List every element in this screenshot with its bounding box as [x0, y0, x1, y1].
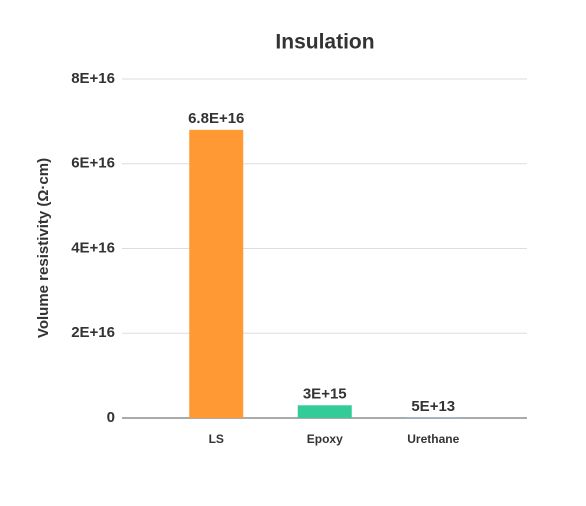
y-tick-label: 0 — [107, 409, 115, 426]
x-tick-label: LS — [209, 432, 224, 446]
y-tick-label: 8E+16 — [71, 70, 115, 87]
value-label: 3E+15 — [303, 385, 347, 402]
bar — [297, 405, 352, 418]
y-tick-label: 6E+16 — [71, 155, 115, 172]
bar — [189, 129, 244, 418]
x-tick-label: Epoxy — [307, 432, 343, 446]
value-label: 5E+13 — [411, 398, 455, 415]
y-axis-label: Volume resistivity (Ω·cm) — [35, 158, 52, 338]
y-tick-label: 2E+16 — [71, 324, 115, 341]
y-tick-label: 4E+16 — [71, 239, 115, 256]
chart-title: Insulation — [275, 31, 374, 54]
value-label: 6.8E+16 — [188, 110, 244, 127]
x-tick-label: Urethane — [407, 432, 459, 446]
